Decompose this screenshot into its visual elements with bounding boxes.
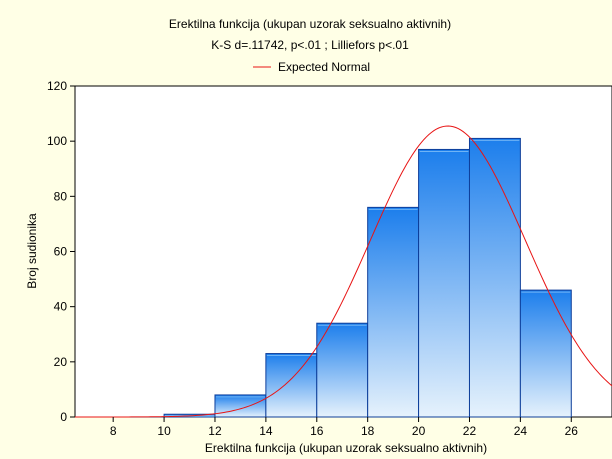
histogram-bar <box>519 289 572 418</box>
x-axis: 8 10 12 14 16 18 20 22 24 26 <box>110 417 578 438</box>
histogram-bar <box>214 394 267 418</box>
y-tick-label: 40 <box>54 300 68 314</box>
x-tick-label: 10 <box>157 424 171 438</box>
x-tick-label: 26 <box>565 424 579 438</box>
y-tick-label: 80 <box>54 189 68 203</box>
histogram-bars <box>113 137 572 418</box>
y-tick-label: 20 <box>54 355 68 369</box>
y-axis: 0 20 40 60 80 100 120 <box>47 79 75 424</box>
histogram-bar <box>367 206 420 418</box>
x-tick-label: 24 <box>514 424 528 438</box>
y-tick-label: 100 <box>47 134 67 148</box>
x-tick-label: 8 <box>110 424 117 438</box>
y-tick-label: 120 <box>47 79 67 93</box>
histogram-bar <box>265 353 318 418</box>
legend-label: Expected Normal <box>278 60 370 74</box>
histogram-bar <box>418 148 470 418</box>
y-tick-label: 60 <box>54 245 68 259</box>
x-tick-label: 20 <box>412 424 426 438</box>
normal-curve <box>75 125 612 418</box>
y-tick-label: 0 <box>60 410 67 424</box>
x-axis-label: Erektilna funkcija (ukupan uzorak seksua… <box>205 441 487 455</box>
legend: Expected Normal <box>253 60 370 74</box>
x-tick-label: 12 <box>208 424 222 438</box>
x-tick-label: 16 <box>310 424 324 438</box>
y-axis-label: Broj sudionika <box>25 213 39 289</box>
x-tick-label: 22 <box>463 424 477 438</box>
histogram-bar <box>468 137 521 418</box>
chart-title: Erektilna funkcija (ukupan uzorak seksua… <box>169 17 451 31</box>
x-tick-label: 14 <box>259 424 273 438</box>
histogram-bar <box>316 322 369 418</box>
chart-subtitle: K-S d=.11742, p<.01 ; Lilliefors p<.01 <box>211 38 409 52</box>
x-tick-label: 18 <box>361 424 375 438</box>
